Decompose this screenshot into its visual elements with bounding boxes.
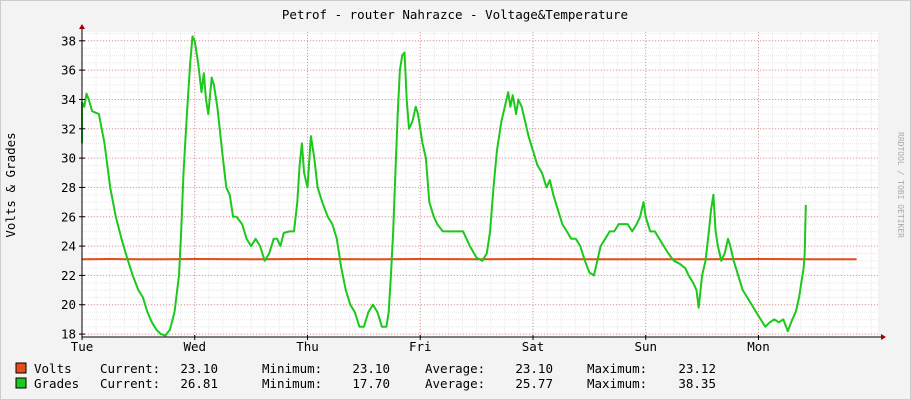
x-tick-label: Sat bbox=[522, 339, 545, 354]
legend: Volts Current: 23.10 Minimum: 23.10 Average: 2… bbox=[15, 361, 716, 391]
y-tick-label: 34 bbox=[61, 92, 76, 107]
y-tick-label: 20 bbox=[61, 297, 76, 312]
y-tick-label: 36 bbox=[61, 63, 76, 78]
x-tick-label: Wed bbox=[183, 339, 206, 354]
legend-volts-minimum-label: Minimum: bbox=[262, 361, 322, 376]
y-tick-labels: 18 20 22 24 26 28 30 32 34 36 38 bbox=[61, 33, 76, 341]
axes bbox=[79, 24, 886, 340]
grid bbox=[81, 32, 878, 337]
y-tick-label: 24 bbox=[61, 239, 76, 254]
legend-volts-name: Volts bbox=[34, 361, 72, 376]
legend-grades-minimum: 17.70 bbox=[352, 376, 390, 391]
legend-volts-current: 23.10 bbox=[180, 361, 218, 376]
x-tick-labels: Tue Wed Thu Fri Sat Sun Mon bbox=[71, 339, 770, 354]
series-lines bbox=[81, 35, 857, 337]
legend-volts-maximum: 23.12 bbox=[678, 361, 716, 376]
legend-volts-maximum-label: Maximum: bbox=[587, 361, 647, 376]
y-tick-label: 26 bbox=[61, 209, 76, 224]
legend-grades-maximum: 38.35 bbox=[678, 376, 716, 391]
y-tick-label: 38 bbox=[61, 33, 76, 48]
y-tick-label: 22 bbox=[61, 268, 76, 283]
x-axis-arrow bbox=[881, 334, 886, 340]
y-axis-label: Volts & Grades bbox=[3, 132, 18, 237]
series-line-grades bbox=[81, 35, 807, 337]
x-tick-label: Fri bbox=[409, 339, 432, 354]
chart-title: Petrof - router Nahrazce - Voltage&Tempe… bbox=[282, 7, 628, 22]
rrdtool-watermark: RRDTOOL / TOBI OETIKER bbox=[896, 132, 905, 238]
legend-volts-average-label: Average: bbox=[425, 361, 485, 376]
legend-grades-average-label: Average: bbox=[425, 376, 485, 391]
y-tick-label: 28 bbox=[61, 180, 76, 195]
legend-grades-current-label: Current: bbox=[100, 376, 160, 391]
legend-grades-current: 26.81 bbox=[180, 376, 218, 391]
x-tick-label: Mon bbox=[747, 339, 770, 354]
legend-grades-average: 25.77 bbox=[515, 376, 553, 391]
legend-volts-current-label: Current: bbox=[100, 361, 160, 376]
legend-volts-average: 23.10 bbox=[515, 361, 553, 376]
legend-volts-minimum: 23.10 bbox=[352, 361, 390, 376]
y-tick-label: 18 bbox=[61, 327, 76, 342]
x-tick-label: Sun bbox=[634, 339, 657, 354]
x-tick-label: Thu bbox=[296, 339, 319, 354]
legend-swatch-grades bbox=[15, 377, 27, 389]
y-tick-label: 30 bbox=[61, 151, 76, 166]
legend-grades-name: Grades bbox=[34, 376, 79, 391]
legend-grades-minimum-label: Minimum: bbox=[262, 376, 322, 391]
legend-grades-maximum-label: Maximum: bbox=[587, 376, 647, 391]
legend-swatch-volts bbox=[15, 362, 27, 374]
plot-area bbox=[82, 32, 878, 337]
x-tick-label: Tue bbox=[71, 339, 94, 354]
y-axis-arrow bbox=[79, 24, 85, 29]
y-tick-label: 32 bbox=[61, 121, 76, 136]
